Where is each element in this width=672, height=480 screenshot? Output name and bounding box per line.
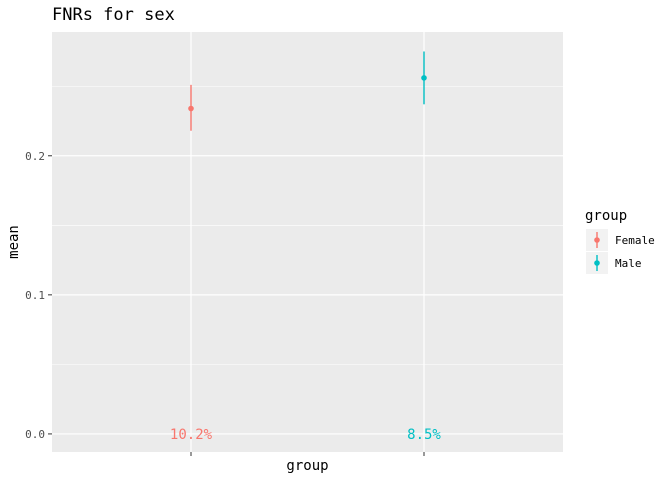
y-tick-label: 0.1 (25, 289, 45, 302)
chart-title: FNRs for sex (52, 5, 175, 25)
legend-label-female: Female (615, 234, 655, 247)
legend-point-female (594, 237, 600, 243)
x-axis-title: group (286, 458, 328, 474)
plot-panel (52, 32, 563, 452)
point-male (421, 75, 427, 81)
y-tick-label: 0.0 (25, 428, 45, 441)
x-axis (190, 452, 425, 456)
legend-point-male (594, 260, 600, 266)
grid-minor (52, 85, 563, 365)
legend-label-male: Male (615, 257, 642, 270)
y-axis-title: mean (6, 225, 22, 259)
data-labels: 10.2% 8.5% (170, 427, 442, 443)
y-tick-label: 0.2 (25, 150, 45, 163)
legend: group Female Male (585, 208, 655, 274)
data-label-male: 8.5% (407, 427, 441, 443)
data-label-female: 10.2% (170, 427, 213, 443)
y-axis: 0.0 0.1 0.2 (25, 150, 52, 441)
point-female (188, 105, 194, 112)
data-marks (188, 51, 427, 131)
legend-title: group (585, 208, 627, 224)
